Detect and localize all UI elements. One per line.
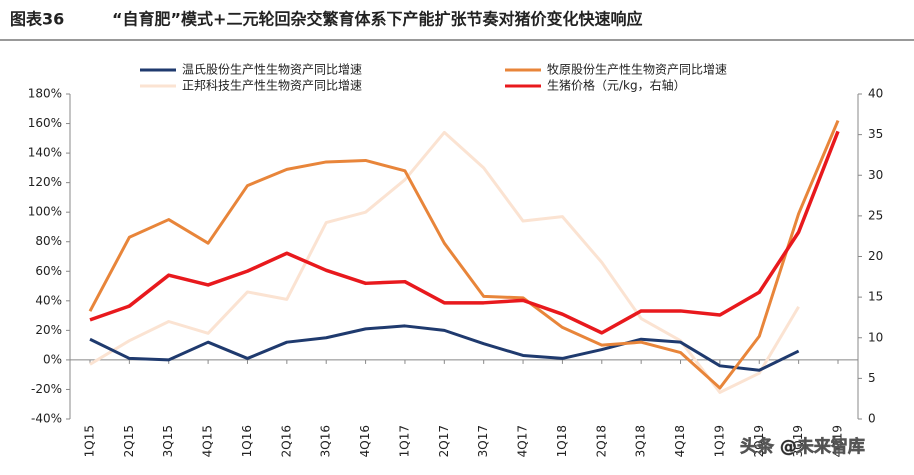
x-tick-label: 4Q16 (358, 425, 372, 457)
series-line (89, 130, 840, 335)
series-line (89, 130, 800, 394)
y-tick-label: 160% (28, 116, 62, 130)
x-tick-label: 1Q19 (712, 425, 726, 457)
x-tick-label: 1Q15 (83, 425, 97, 457)
y2-tick-label: 0 (868, 412, 876, 426)
y-tick-label: 120% (28, 175, 62, 189)
y-tick-label: 100% (28, 205, 62, 219)
y2-tick-label: 30 (868, 168, 883, 182)
x-tick-label: 1Q16 (240, 425, 254, 457)
legend-label: 温氏股份生产性生物资产同比增速 (182, 63, 362, 77)
y2-tick-label: 20 (868, 249, 883, 263)
y2-tick-label: 15 (868, 290, 883, 304)
y2-tick-label: 35 (868, 127, 883, 141)
x-tick-label: 2Q17 (437, 425, 451, 457)
x-tick-label: 3Q16 (319, 425, 333, 457)
x-tick-label: 1Q17 (397, 425, 411, 457)
y-tick-label: -40% (31, 412, 62, 426)
series-line (88, 120, 840, 390)
y2-tick-label: 10 (868, 330, 883, 344)
y-tick-label: 20% (35, 323, 62, 337)
legend-label: 牧原股份生产性生物资产同比增速 (547, 63, 727, 77)
x-tick-label: 2Q19 (752, 425, 766, 457)
series-line (89, 324, 800, 372)
y2-tick-label: 25 (868, 208, 883, 222)
y-tick-label: 0% (43, 352, 62, 366)
y-tick-label: 180% (28, 87, 62, 101)
x-tick-label: 1Q18 (555, 425, 569, 457)
chart-title: “自育肥”模式+二元轮回杂交繁育体系下产能扩张节奏对猪价变化快速响应 (112, 10, 642, 29)
x-tick-label: 2Q16 (279, 425, 293, 457)
y-tick-label: 60% (35, 264, 62, 278)
y2-tick-label: 40 (868, 87, 883, 101)
y-tick-label: 140% (28, 146, 62, 160)
x-tick-label: 3Q15 (161, 425, 175, 457)
x-tick-label: 4Q17 (516, 425, 530, 457)
x-tick-label: 2Q18 (594, 425, 608, 457)
x-tick-label: 3Q18 (634, 425, 648, 457)
x-tick-label: 4Q19 (831, 425, 845, 457)
legend-label: 生猪价格（元/kg，右轴） (547, 78, 686, 93)
x-tick-label: 3Q17 (476, 425, 490, 457)
y2-tick-label: 5 (868, 371, 876, 385)
x-tick-label: 4Q15 (201, 425, 215, 457)
y-tick-label: 40% (35, 293, 62, 307)
legend-label: 正邦科技生产性生物资产同比增速 (182, 79, 362, 93)
chart-label: 图表36 (10, 10, 64, 29)
x-tick-label: 3Q19 (791, 425, 805, 457)
y-tick-label: -20% (31, 382, 62, 396)
x-tick-label: 4Q18 (673, 425, 687, 457)
x-tick-label: 2Q15 (122, 425, 136, 457)
y-tick-label: 80% (35, 234, 62, 248)
watermark: 头条 @未来智库 (740, 436, 865, 457)
